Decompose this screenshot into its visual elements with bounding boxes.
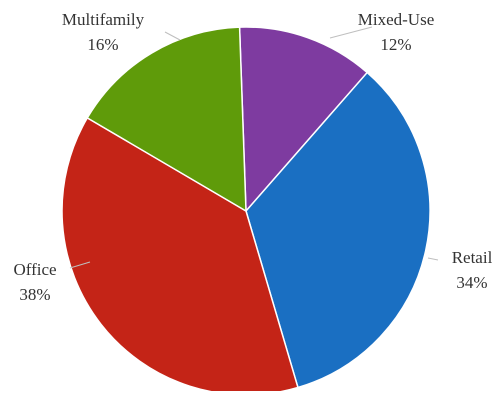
pie-slice-mixed-use [238, 26, 369, 213]
pie-slice-retail [245, 71, 431, 389]
slice-label-retail: Retail [452, 248, 493, 267]
slice-labels: Mixed-Use 12% Retail 34% Office 38% Multifamil… [13, 10, 492, 304]
leader-lines [69, 26, 439, 269]
slice-label-office: Office [13, 260, 56, 279]
pie-slices [61, 26, 431, 396]
slice-label-multifamily: Multifamily [62, 10, 145, 29]
leader-line-retail [427, 257, 439, 261]
slice-value-label-office: 38% [19, 285, 50, 304]
leader-line-office [69, 261, 91, 269]
slice-value-label-mixed-use: 12% [380, 35, 411, 54]
slice-value-label-multifamily: 16% [87, 35, 118, 54]
leader-line-mixed-use [329, 26, 373, 39]
slice-value-label-retail: 34% [456, 273, 487, 292]
leader-line-multifamily [164, 31, 181, 41]
pie-slice-multifamily [86, 26, 247, 213]
slice-label-mixed-use: Mixed-Use [358, 10, 434, 29]
